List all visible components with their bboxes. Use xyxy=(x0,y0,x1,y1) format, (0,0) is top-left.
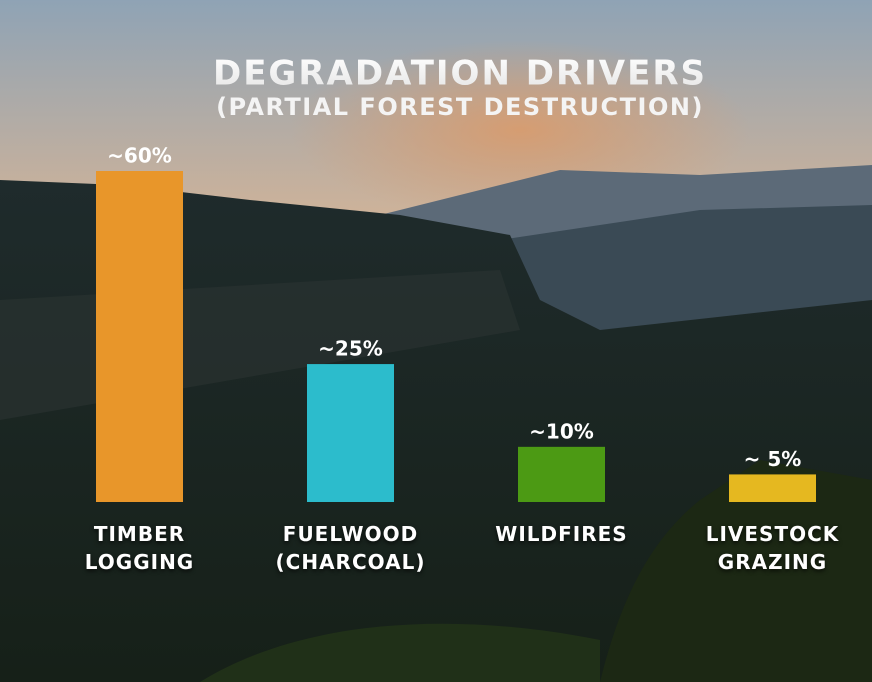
category-label: FUELWOOD (CHARCOAL) xyxy=(275,522,426,574)
foreground-foliage xyxy=(200,623,600,682)
chart-subtitle: (PARTIAL FOREST DESTRUCTION) xyxy=(216,93,704,121)
value-label: ~60% xyxy=(107,144,172,168)
chart-title: DEGRADATION DRIVERS xyxy=(213,54,707,94)
value-label: ~10% xyxy=(529,419,594,443)
value-label: ~25% xyxy=(318,337,383,361)
category-label: WILDFIRES xyxy=(495,522,628,546)
bar xyxy=(307,364,394,502)
foreground-foliage xyxy=(600,460,872,682)
bar xyxy=(518,446,605,502)
bar xyxy=(96,171,183,502)
category-label: LIVESTOCK GRAZING xyxy=(705,522,840,574)
category-label: TIMBER LOGGING xyxy=(84,522,195,574)
value-label: ~ 5% xyxy=(744,447,802,471)
bar xyxy=(729,474,816,502)
